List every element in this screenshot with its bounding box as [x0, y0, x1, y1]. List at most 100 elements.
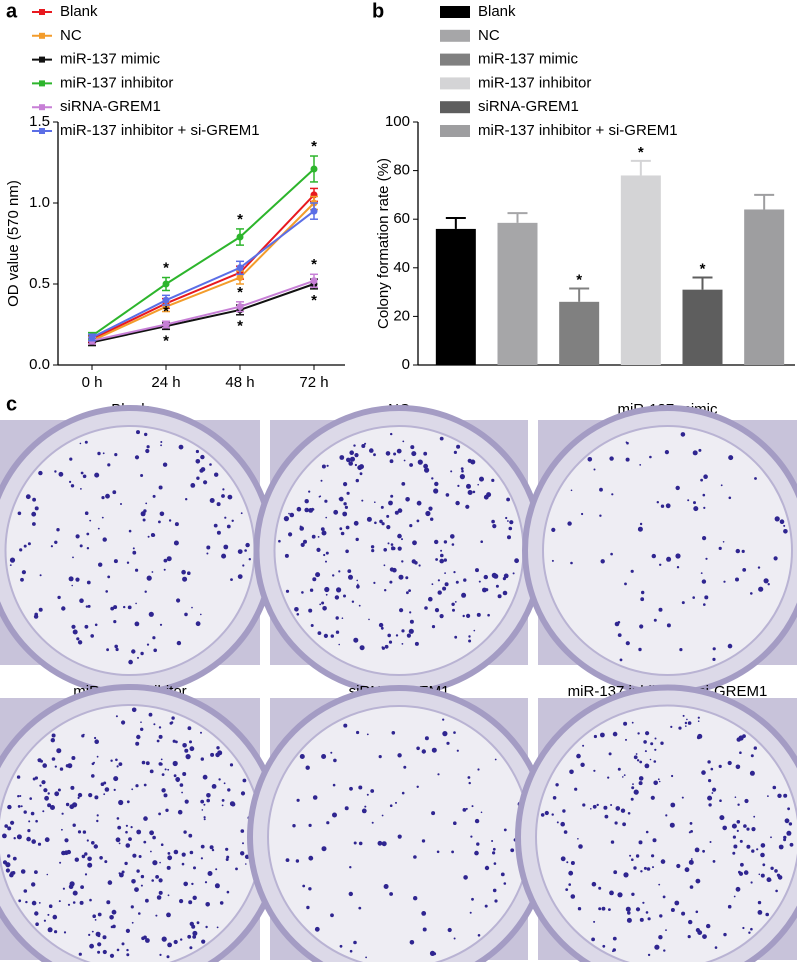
colony	[453, 731, 456, 734]
colony	[568, 883, 571, 886]
colony	[760, 873, 765, 878]
colony	[34, 506, 39, 511]
colony	[492, 851, 496, 855]
colony	[332, 783, 336, 787]
colony	[758, 873, 761, 876]
colony	[140, 884, 143, 887]
colony	[37, 842, 42, 846]
colony	[54, 765, 57, 768]
colony	[288, 512, 290, 515]
colony	[218, 778, 221, 781]
colony	[248, 558, 251, 561]
colony	[46, 873, 49, 876]
colony	[569, 769, 574, 775]
colony	[90, 634, 94, 638]
colony	[113, 605, 118, 610]
colony	[727, 904, 732, 909]
colony	[29, 797, 32, 800]
colony	[679, 648, 683, 652]
colony	[507, 535, 511, 540]
colony	[681, 601, 685, 605]
colony	[774, 516, 780, 522]
colony	[102, 935, 107, 940]
colony	[222, 488, 225, 491]
colony	[614, 821, 618, 825]
colony	[113, 620, 117, 624]
colony	[772, 785, 777, 790]
colony	[319, 603, 322, 606]
colony	[356, 730, 360, 735]
colony	[703, 506, 706, 509]
colony	[454, 635, 458, 639]
colony	[631, 892, 635, 896]
colony	[405, 497, 410, 502]
colony	[617, 892, 623, 898]
colony	[777, 793, 782, 798]
colony	[477, 768, 480, 771]
colony	[514, 558, 519, 564]
colony	[174, 522, 179, 527]
colony	[349, 949, 353, 953]
colony	[370, 545, 375, 549]
colony	[767, 583, 770, 586]
colony	[638, 776, 644, 781]
colony	[127, 605, 132, 610]
colony	[368, 618, 370, 621]
series-line	[91, 168, 315, 337]
colony	[23, 889, 28, 893]
colony	[359, 645, 365, 651]
colony	[544, 810, 549, 816]
colony	[472, 490, 476, 494]
y-axis-label: Colony formation rate (%)	[375, 158, 392, 329]
colony	[540, 813, 545, 817]
colony	[770, 836, 772, 839]
colony	[738, 871, 744, 876]
significance-mark: *	[163, 332, 169, 349]
colony	[181, 862, 185, 866]
colony	[158, 762, 163, 766]
legend-swatch	[440, 29, 470, 42]
colony	[30, 811, 35, 816]
panel-label: b	[372, 0, 384, 22]
colony	[43, 919, 47, 922]
colony	[216, 530, 221, 535]
colony	[744, 798, 749, 804]
colony	[16, 775, 21, 779]
colony	[99, 856, 103, 860]
colony	[582, 803, 586, 807]
colony	[592, 804, 597, 809]
y-axis-label: OD value (570 nm)	[5, 180, 22, 307]
colony	[666, 556, 672, 562]
colony	[132, 853, 137, 858]
colony	[94, 919, 97, 921]
colony	[200, 844, 205, 849]
colony	[665, 929, 667, 931]
colony	[303, 539, 307, 544]
colony	[355, 478, 359, 483]
colony	[308, 823, 312, 828]
colony	[68, 576, 74, 582]
colony	[631, 786, 635, 790]
colony	[244, 549, 247, 552]
colony	[17, 511, 22, 516]
colony	[44, 837, 50, 843]
colony	[695, 928, 701, 933]
colony	[177, 809, 183, 815]
colony	[443, 558, 447, 562]
colony	[639, 624, 644, 629]
colony	[657, 778, 660, 781]
colony	[695, 878, 701, 884]
colony	[115, 837, 121, 843]
colony	[688, 859, 694, 865]
colony	[676, 863, 681, 869]
significance-mark: *	[576, 271, 582, 288]
colony	[452, 608, 455, 612]
colony	[71, 756, 76, 760]
colony	[613, 870, 618, 875]
colony	[697, 733, 703, 739]
data-point	[162, 280, 170, 288]
colony	[635, 854, 640, 858]
colony	[703, 474, 708, 480]
colony	[707, 760, 711, 764]
colony	[388, 500, 393, 506]
